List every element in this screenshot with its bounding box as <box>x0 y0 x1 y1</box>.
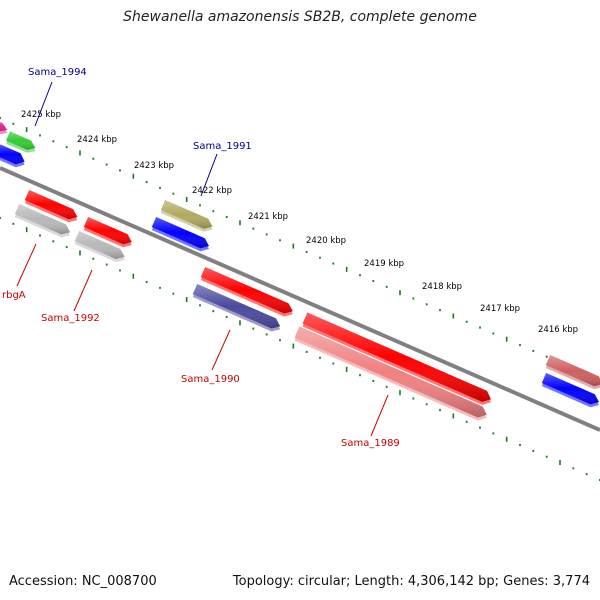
label-sama-1992[interactable]: Sama_1992 <box>41 313 100 324</box>
gene-labels: Sama_1994 Sama_1991 rbgA Sama_1992 Sama_… <box>2 67 400 449</box>
gene-sama-1994[interactable] <box>6 131 36 153</box>
backbone <box>0 166 600 432</box>
label-leader-sama-1991 <box>200 153 218 197</box>
scale-label: 2418 kbp <box>422 282 462 292</box>
accession-text: Accession: NC_008700 <box>9 574 157 589</box>
gene-blue-left[interactable] <box>0 144 25 168</box>
scale-label: 2422 kbp <box>192 186 232 196</box>
label-leader-sama-1989 <box>370 394 389 437</box>
gene-sama-1990[interactable] <box>192 284 281 332</box>
label-sama-1989[interactable]: Sama_1989 <box>341 438 400 449</box>
gene-blue-mid[interactable] <box>151 217 209 252</box>
genome-summary-text: Topology: circular; Length: 4,306,142 bp… <box>232 574 590 589</box>
gene-pink-right[interactable] <box>545 355 600 390</box>
gene-red-long[interactable] <box>302 312 491 405</box>
backbone-line <box>0 166 600 432</box>
gene-sama-1991[interactable] <box>160 200 213 232</box>
gene-sama-1992[interactable] <box>74 231 125 262</box>
scale-labels: 2425 kbp 2424 kbp 2423 kbp 2422 kbp 2421 kbp… <box>21 110 578 335</box>
scale-label: 2417 kbp <box>480 304 520 314</box>
outer-scale-ruler <box>0 117 600 381</box>
label-rbga[interactable]: rbgA <box>2 290 26 301</box>
map-title: Shewanella amazonensis SB2B, complete ge… <box>123 9 477 25</box>
label-sama-1990[interactable]: Sama_1990 <box>181 374 240 385</box>
gene-red-c[interactable] <box>200 267 293 317</box>
gene-rbga[interactable] <box>14 204 71 238</box>
gene-red-b[interactable] <box>83 217 132 248</box>
label-sama-1991[interactable]: Sama_1991 <box>193 141 252 152</box>
label-leader-sama-1992 <box>73 269 93 312</box>
gene-red-a[interactable] <box>24 190 78 223</box>
scale-label: 2421 kbp <box>248 212 288 222</box>
label-sama-1994[interactable]: Sama_1994 <box>28 67 87 78</box>
label-leader-sama-1994 <box>34 81 53 127</box>
gene-sama-1989[interactable] <box>294 326 487 421</box>
gene-blue-right[interactable] <box>541 373 599 408</box>
gene-magenta[interactable] <box>0 121 8 135</box>
label-leader-sama-1990 <box>211 329 231 371</box>
scale-label: 2420 kbp <box>306 236 346 246</box>
scale-label: 2423 kbp <box>134 161 174 171</box>
scale-label: 2425 kbp <box>21 110 61 120</box>
scale-ticks: 2425 kbp 2424 kbp 2423 kbp 2422 kbp 2421 kbp… <box>0 110 600 481</box>
scale-label: 2416 kbp <box>538 325 578 335</box>
scale-label: 2419 kbp <box>364 259 404 269</box>
label-leader-rbga <box>16 243 37 287</box>
inner-scale-ruler <box>0 217 600 481</box>
genes <box>0 121 600 421</box>
scale-label: 2424 kbp <box>77 135 117 145</box>
